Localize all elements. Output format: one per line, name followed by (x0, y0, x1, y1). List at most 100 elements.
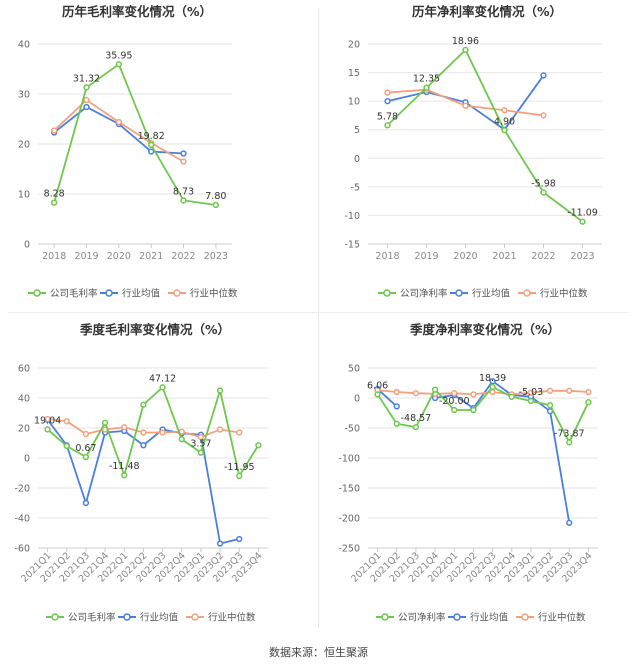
data-point-0 (566, 439, 573, 446)
y-tick-label: -250 (338, 544, 360, 555)
y-tick-label: 0 (354, 154, 360, 165)
data-point-0 (393, 420, 400, 427)
legend-label: 行业均值 (140, 612, 179, 624)
data-point-0 (140, 401, 147, 408)
chart-svg: 季度净利率变化情况（%）-250-200-150-100-500502021Q1… (338, 322, 598, 624)
chart-svg: 历年毛利率变化情况（%） 0 10 20 30 40 2018 2019 2020 2021 202… (18, 4, 238, 300)
legend-item: 公司毛利率 (46, 612, 116, 624)
chart-svg: 季度毛利率变化情况（%）-60-40-2002040602021Q12021Q2… (14, 322, 268, 624)
x-tick-label: 2023 (204, 251, 228, 262)
y-tick-label: 20 (18, 140, 30, 151)
data-label: 12.35 (413, 74, 440, 85)
data-label: -73.87 (554, 428, 585, 439)
data-point-0 (180, 197, 187, 204)
y-tick-label: 20 (348, 40, 360, 51)
data-point-0 (489, 383, 496, 391)
data-point-2 (384, 89, 391, 96)
data-point-1 (540, 72, 547, 79)
series-line-0 (53, 62, 216, 206)
legend-item: 公司净利率 (376, 612, 446, 624)
data-point-1 (82, 499, 90, 507)
legend-label: 行业均值 (122, 288, 161, 300)
legend-item: 公司毛利率 (28, 288, 98, 300)
y-tick-label: 10 (348, 97, 360, 108)
data-label: 6.06 (367, 380, 388, 391)
y-tick-label: -200 (338, 514, 360, 525)
data-point-0 (579, 218, 586, 225)
y-tick-label: -20 (14, 484, 30, 495)
data-label: 18.39 (479, 373, 506, 384)
legend-label: 行业均值 (472, 288, 511, 300)
x-tick-label: 2021 (492, 251, 516, 262)
data-label: 8.73 (173, 186, 194, 197)
data-label: 31.32 (73, 73, 100, 84)
data-point-2 (585, 388, 592, 396)
legend-swatch-marker (453, 613, 461, 621)
y-tick-label: 0 (354, 394, 360, 405)
x-tick-label: 2020 (107, 251, 131, 262)
legend-label: 行业中位数 (538, 612, 586, 624)
x-tick-label: 2022 (531, 251, 555, 262)
data-point-1 (148, 148, 155, 155)
legend-swatch-marker (173, 289, 181, 297)
data-label: 3.57 (190, 439, 211, 450)
panel-divider-vertical (318, 8, 319, 628)
y-tick-label: -15 (344, 240, 360, 251)
chart-title: 季度净利率变化情况（%） (409, 322, 560, 337)
chart-quarterly-net-margin: 季度净利率变化情况（%） -250 -200 -150 -100 -50 0 50 2021Q1… (319, 316, 637, 636)
data-point-0 (115, 61, 122, 68)
data-label: 7.80 (205, 191, 226, 202)
data-label: -11.48 (109, 461, 140, 472)
y-tick-label: -50 (344, 424, 360, 435)
data-point-2 (393, 388, 400, 396)
data-point-2 (546, 387, 554, 394)
data-point-1 (180, 150, 187, 157)
data-label: 4.90 (494, 116, 515, 127)
data-label: 0.67 (75, 443, 96, 454)
y-tick-label: -40 (14, 514, 30, 525)
y-tick-label: -10 (344, 211, 360, 222)
y-tick-label: 15 (348, 68, 360, 79)
x-tick-label: 2018 (375, 251, 399, 262)
data-label: 19.82 (138, 131, 165, 142)
legend-swatch-marker (33, 289, 41, 297)
chart-svg: 历年净利率变化情况（%） -15 -10 -5 0 5 10 15 20 2018 2019 2020… (344, 4, 602, 300)
data-point-2 (527, 389, 535, 396)
legend-item: 行业中位数 (186, 612, 256, 624)
data-label: 8.28 (44, 189, 65, 200)
y-tick-label: 10 (18, 190, 30, 201)
data-point-0 (101, 419, 109, 426)
data-label: -48.57 (401, 413, 432, 424)
chart-quarterly-gross-margin: 季度毛利率变化情况（%） -60 -40 -20 0 20 40 60 2021Q1 2021Q2… (0, 316, 318, 636)
data-point-0 (83, 84, 90, 91)
y-tick-label: 50 (348, 364, 360, 375)
y-tick-label: 0 (24, 454, 30, 465)
data-point-2 (180, 158, 187, 165)
data-point-2 (216, 426, 224, 433)
data-point-1 (566, 519, 573, 526)
series-line-0 (46, 385, 260, 479)
chart-title: 季度毛利率变化情况（%） (79, 322, 230, 337)
y-tick-label: -5 (351, 182, 360, 193)
data-point-0 (159, 384, 166, 391)
series-line-0 (386, 48, 584, 223)
data-label: -11.95 (224, 462, 255, 473)
legend-label: 公司净利率 (398, 612, 446, 624)
data-point-0 (546, 402, 554, 409)
data-point-2 (83, 96, 90, 104)
data-point-0 (121, 472, 128, 479)
legend-item: 公司净利率 (378, 288, 448, 300)
legend-label: 行业中位数 (540, 288, 588, 300)
data-point-2 (140, 429, 147, 436)
data-point-2 (115, 118, 122, 126)
legend-swatch-marker (523, 289, 531, 297)
data-point-1 (83, 103, 90, 111)
data-point-2 (412, 390, 420, 397)
data-point-2 (540, 112, 547, 119)
y-tick-label: 20 (18, 424, 30, 435)
data-point-1 (216, 540, 224, 547)
data-point-2 (451, 390, 458, 397)
data-point-2 (462, 102, 469, 109)
legend-label: 公司毛利率 (68, 612, 116, 624)
legend-item: 行业均值 (448, 612, 509, 624)
